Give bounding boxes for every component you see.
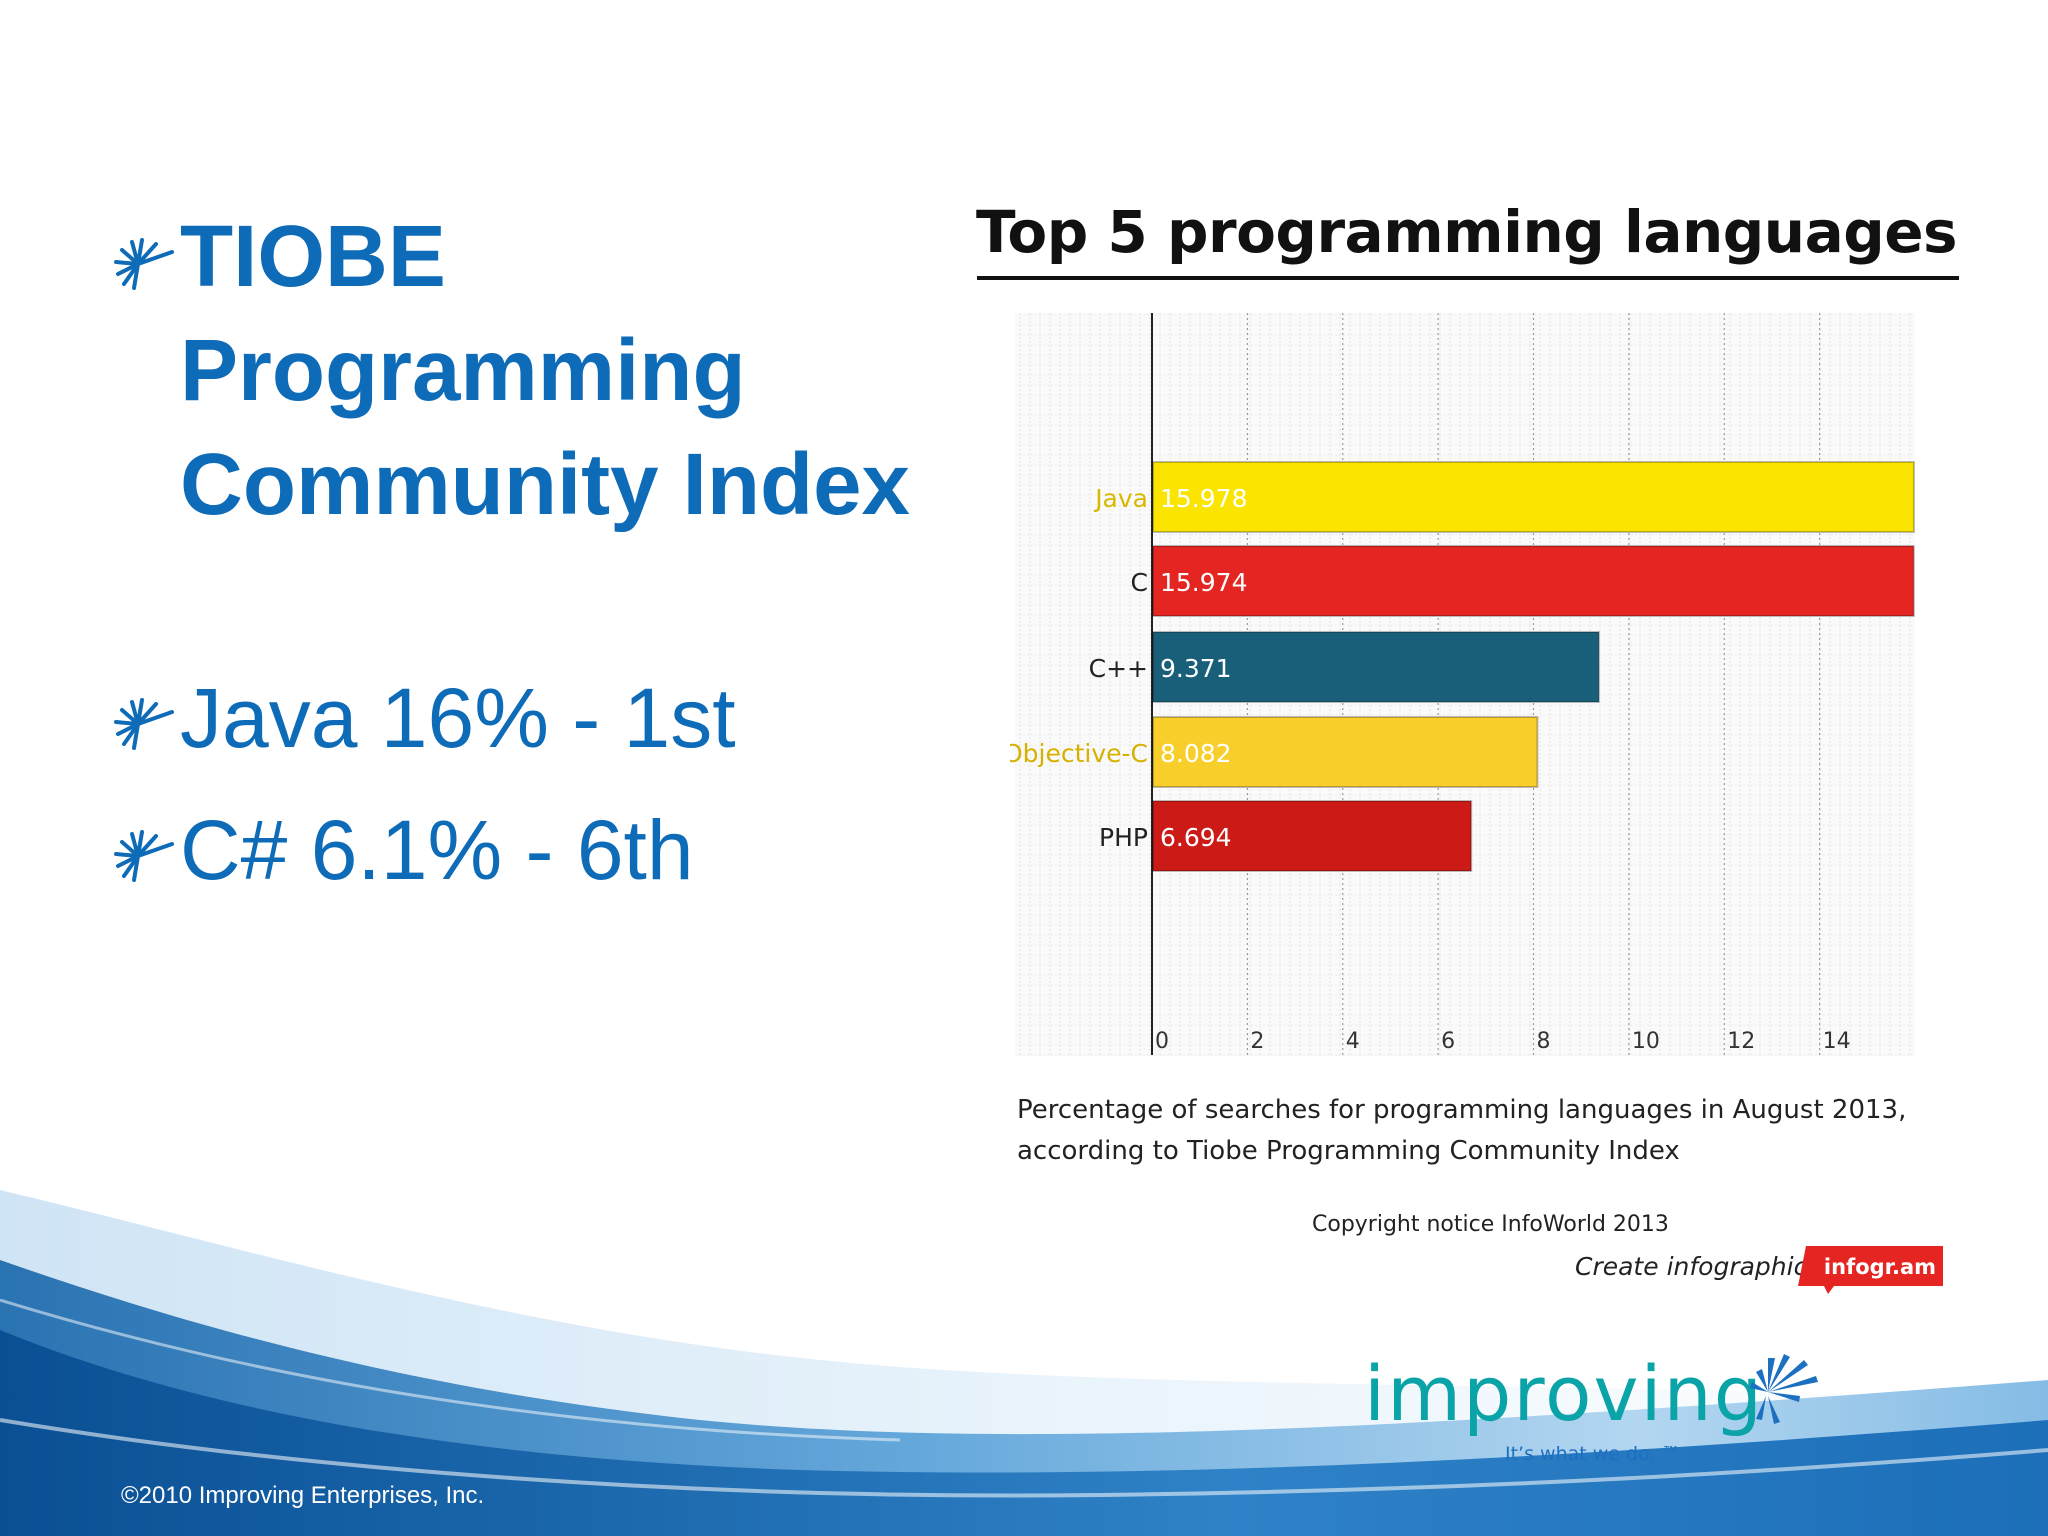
starburst-bullet-icon <box>114 698 174 750</box>
bullet-tiobe: TIOBE Programming Community Index <box>108 200 910 542</box>
x-tick-label: 14 <box>1823 1029 1851 1054</box>
logo-starburst-icon <box>1750 1354 1818 1424</box>
chart-title: Top 5 programming languages <box>976 198 1958 266</box>
bar-value-label: 15.974 <box>1160 568 1247 597</box>
infographic-credit: Create infographics <box>1575 1252 1821 1281</box>
starburst-bullet-icon <box>114 830 174 882</box>
bullet-text: C# 6.1% - 6th <box>180 803 694 897</box>
category-label: Java <box>1093 484 1148 513</box>
bar-c <box>1152 545 1915 617</box>
starburst-bullet-icon <box>114 238 174 290</box>
caption-line: Percentage of searches for programming l… <box>1017 1095 1907 1125</box>
badge-shape <box>1798 1246 1943 1294</box>
bar-java <box>1152 461 1915 533</box>
improving-logo: improving It’s what we do. ™ <box>1364 1349 1818 1465</box>
badge-label: infogr.am <box>1824 1255 1936 1279</box>
bar-value-label: 6.694 <box>1160 823 1232 852</box>
bar-value-label: 15.978 <box>1160 484 1247 513</box>
bar-value-label: 8.082 <box>1160 739 1232 768</box>
bar-c- <box>1152 631 1600 703</box>
x-tick-label: 6 <box>1441 1029 1455 1054</box>
chart-title-rule <box>977 276 1959 280</box>
category-label: Objective-C <box>1010 739 1148 768</box>
bullet-line: TIOBE <box>180 208 446 305</box>
bullet-csharp: C# 6.1% - 6th <box>108 800 694 900</box>
caption-line: according to Tiobe Programming Community… <box>1017 1136 1680 1166</box>
bullet-line: Programming <box>180 322 746 419</box>
x-tick-label: 8 <box>1537 1029 1551 1054</box>
chart-copyright: Copyright notice InfoWorld 2013 <box>1312 1212 1669 1237</box>
category-label: C++ <box>1089 654 1148 683</box>
x-tick-label: 12 <box>1727 1029 1755 1054</box>
bullet-java: Java 16% - 1st <box>108 668 736 768</box>
logo-tagline: It’s what we do. ™ <box>1505 1443 1680 1465</box>
chart-caption: Percentage of searches for programming l… <box>1017 1090 1906 1172</box>
x-tick-label: 10 <box>1632 1029 1660 1054</box>
x-tick-label: 2 <box>1250 1029 1264 1054</box>
logo-wordmark: improving <box>1364 1349 1764 1438</box>
footer-copyright: ©2010 Improving Enterprises, Inc. <box>121 1482 485 1509</box>
infogram-badge[interactable]: infogr.am <box>1798 1246 1943 1294</box>
bullet-text: Java 16% - 1st <box>180 671 736 765</box>
x-tick-label: 4 <box>1346 1029 1360 1054</box>
bar-objective-c <box>1152 716 1539 788</box>
x-tick-label: 0 <box>1155 1029 1169 1054</box>
bar-php <box>1152 800 1473 872</box>
bar-chart: 15.978 Java 15.974 C 9.371 C++ 8.082 Objective-… <box>1010 313 1915 1056</box>
category-label: PHP <box>1099 823 1148 852</box>
bullet-line: Community Index <box>180 436 910 533</box>
category-label: C <box>1131 568 1148 597</box>
bar-value-label: 9.371 <box>1160 654 1232 683</box>
